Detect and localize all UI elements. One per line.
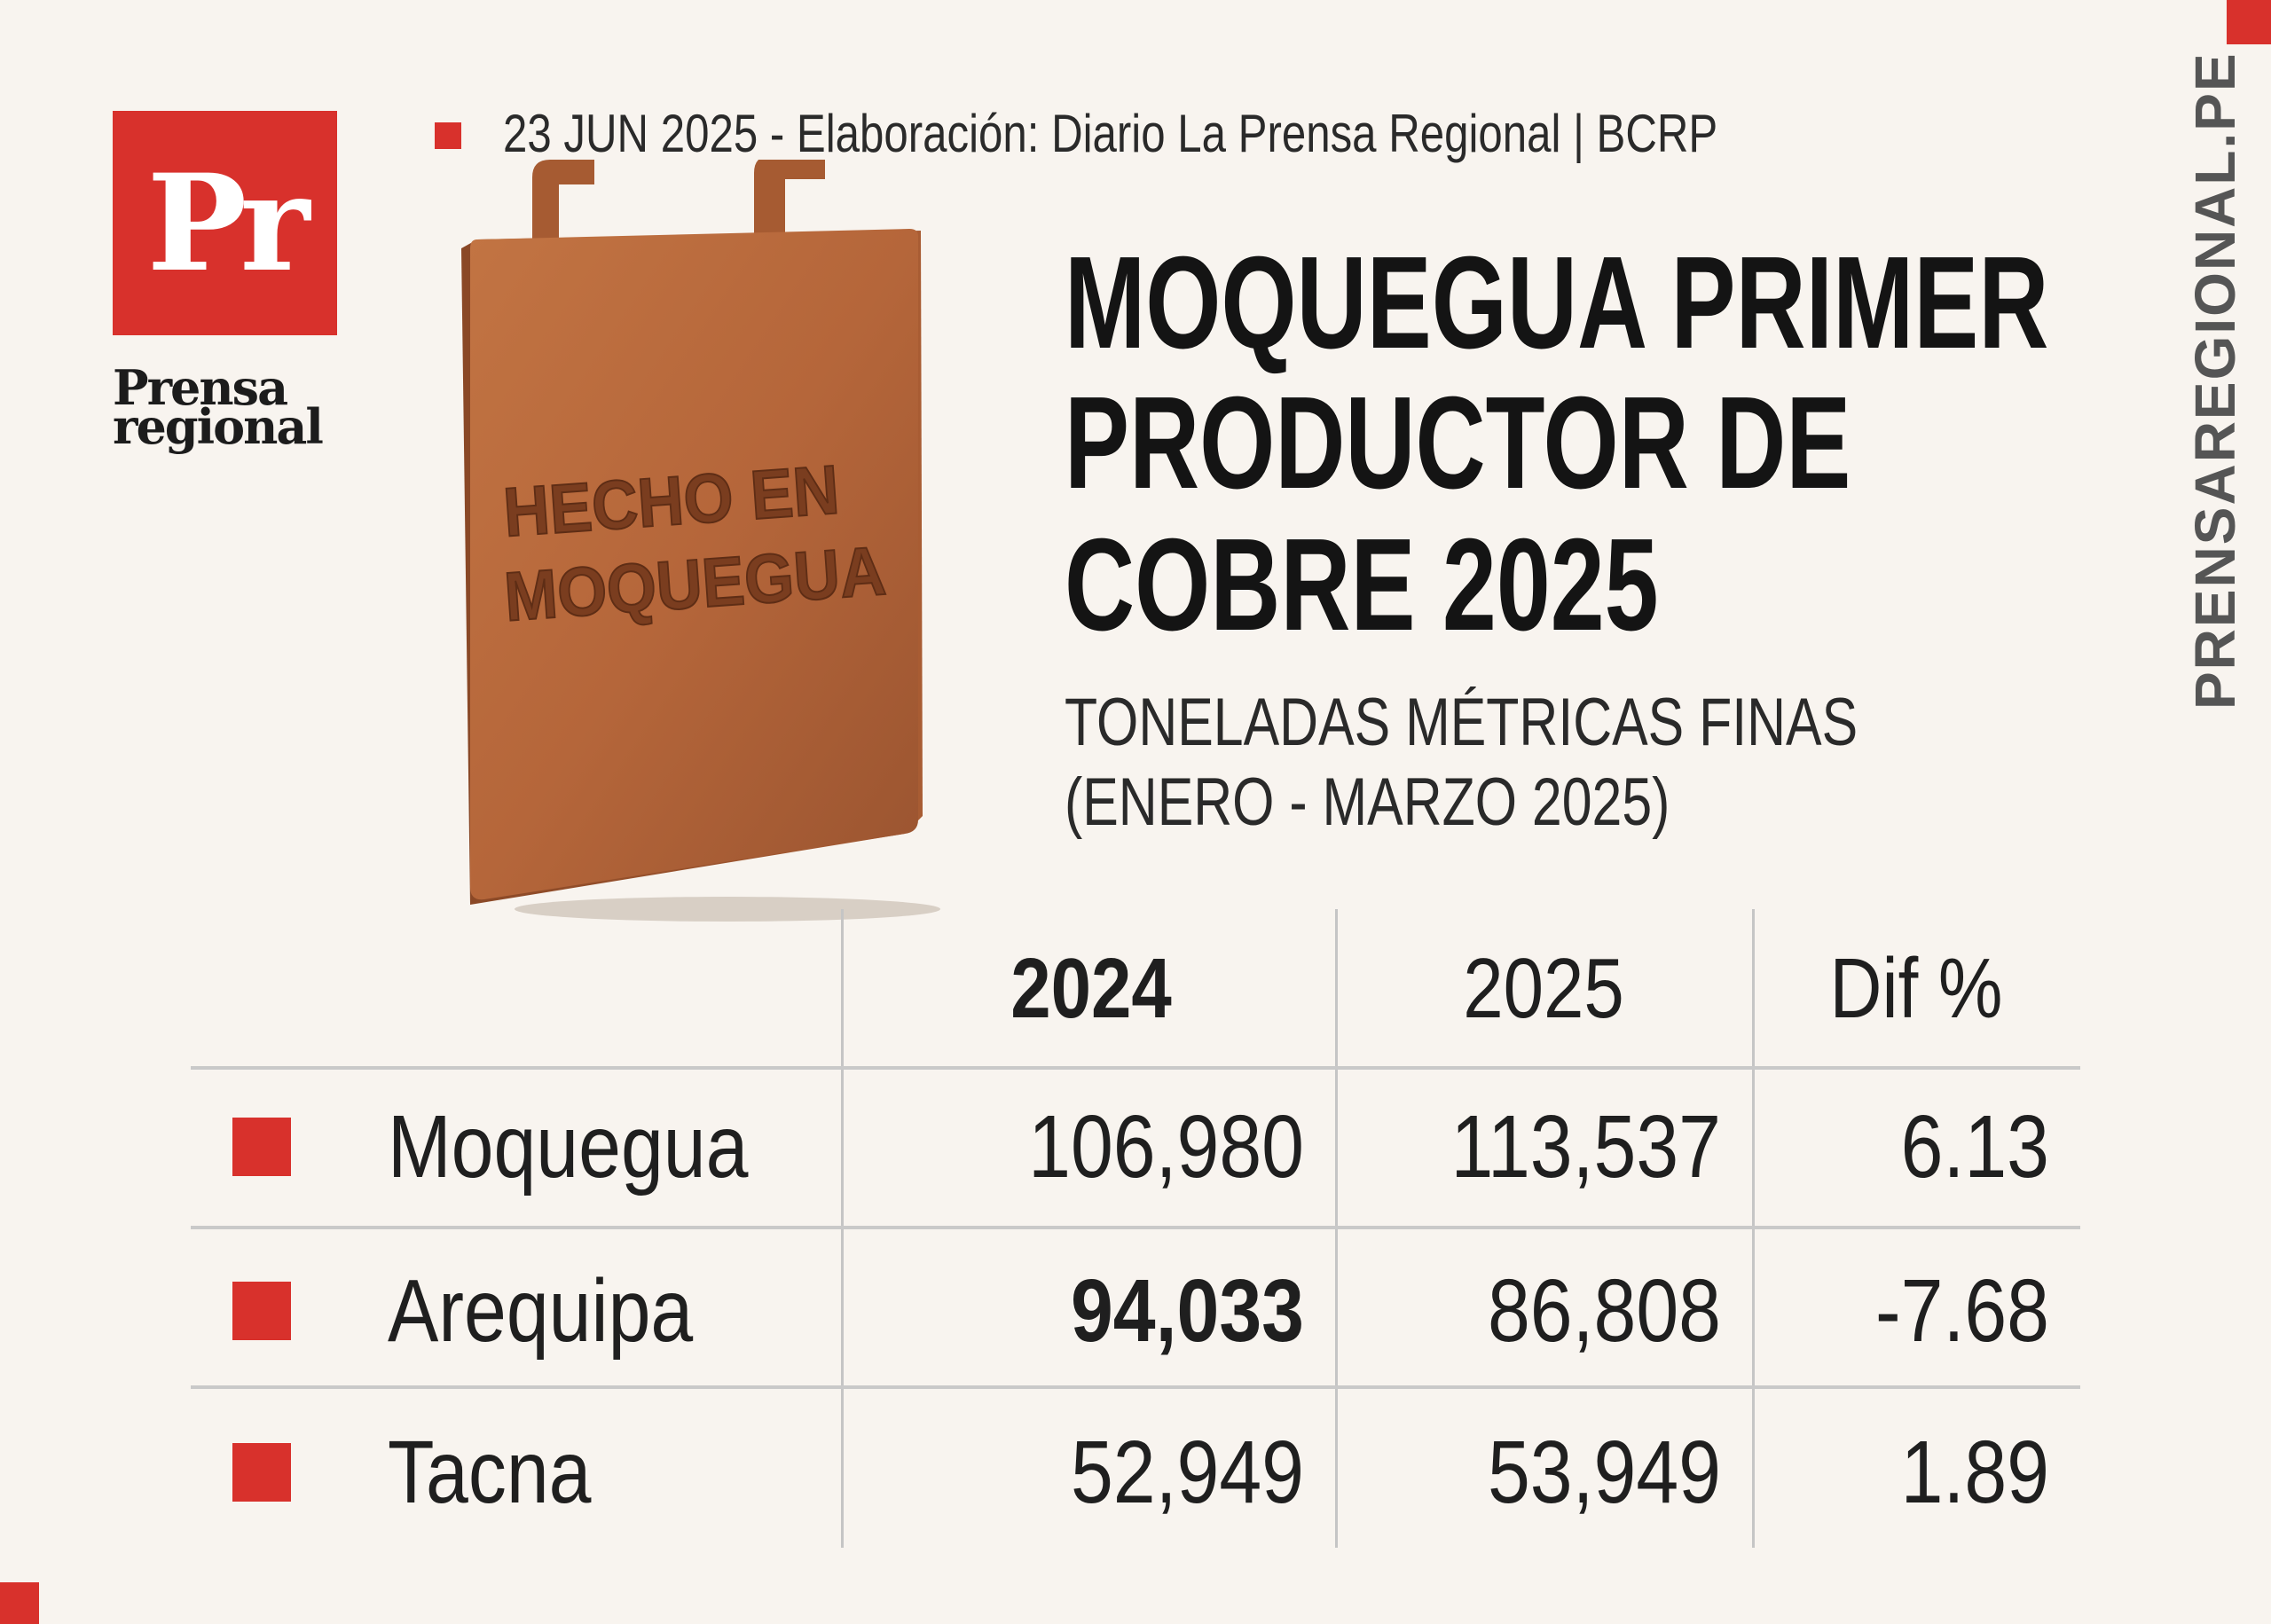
headline-line-1: MOQUEGUA PRIMER — [1065, 230, 2049, 376]
row-bullet — [232, 1282, 291, 1340]
logo-mark: Pr — [146, 145, 310, 302]
value-2024: 106,980 — [1028, 1097, 1304, 1196]
region-label: Tacna — [388, 1423, 592, 1522]
value-dif: 6.13 — [1900, 1097, 2049, 1196]
table-row-divider — [191, 1385, 2080, 1389]
value-2025: 113,537 — [1450, 1097, 1721, 1196]
headline-line-3: COBRE 2025 — [1065, 512, 1659, 658]
subtitle-line-2: (ENERO - MARZO 2025) — [1065, 765, 1670, 840]
corner-accent — [0, 1582, 39, 1624]
row-bullet — [232, 1443, 291, 1502]
value-2024: 52,949 — [1070, 1423, 1304, 1522]
headline-line-2: PRODUCTOR DE — [1065, 370, 1851, 516]
table-row-divider — [191, 1226, 2080, 1229]
plaque-text: HECHO EN MOQUEGUA — [500, 450, 889, 637]
column-header-dif: Dif % — [1829, 941, 2003, 1036]
corner-accent — [2227, 0, 2271, 44]
value-dif: -7.68 — [1874, 1261, 2049, 1361]
value-2025: 53,949 — [1487, 1423, 1721, 1522]
logo: Pr — [113, 111, 337, 335]
site-url-vertical: PRENSAREGIONAL.PE — [2183, 51, 2247, 710]
copper-plaque-illustration: HECHO EN MOQUEGUA — [461, 160, 940, 922]
table-row-divider — [191, 1066, 2080, 1070]
column-header-2025: 2025 — [1463, 941, 1624, 1036]
value-dif: 1.89 — [1900, 1423, 2049, 1522]
column-header-2024: 2024 — [1010, 941, 1172, 1036]
subtitle-line-1: TONELADAS MÉTRICAS FINAS — [1065, 685, 1858, 760]
value-2025: 86,808 — [1487, 1261, 1721, 1361]
meta-bullet — [435, 122, 461, 149]
logo-wordmark-line: regional — [113, 398, 324, 455]
row-bullet — [232, 1118, 291, 1176]
region-label: Moquegua — [388, 1097, 749, 1196]
meta-credit: 23 JUN 2025 - Elaboración: Diario La Pre… — [503, 104, 1718, 163]
region-label: Arequipa — [388, 1261, 694, 1361]
value-2024: 94,033 — [1070, 1261, 1304, 1361]
logo-wordmark-line: Prensa — [113, 359, 288, 416]
